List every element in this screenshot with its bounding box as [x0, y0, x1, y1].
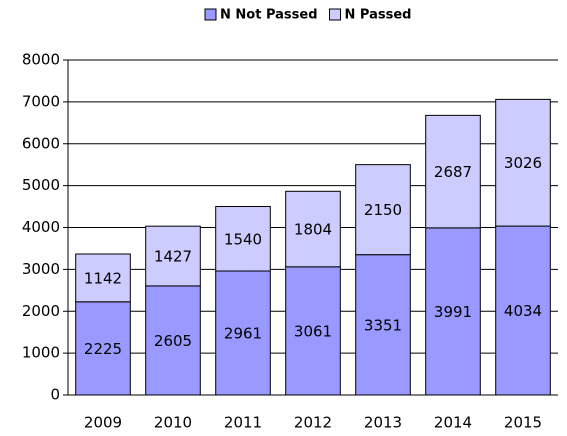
- y-tick-label: 2000: [22, 302, 60, 320]
- x-tick-label: 2009: [84, 414, 122, 432]
- bar-segment: [355, 164, 411, 256]
- y-tick-label: 5000: [22, 176, 60, 194]
- data-label: 3351: [364, 316, 402, 334]
- y-tick-label: 8000: [22, 51, 60, 69]
- legend-label: N Passed: [345, 8, 412, 23]
- data-label: 2605: [154, 332, 192, 350]
- bar-segment: [495, 98, 551, 227]
- bar-segment: [215, 270, 271, 396]
- data-label: 1142: [84, 269, 122, 287]
- bar-segment: [285, 266, 341, 396]
- bar-segment: [145, 285, 201, 396]
- y-tick-label: 4000: [22, 218, 60, 236]
- y-tick-label: 6000: [22, 134, 60, 152]
- data-label: 2961: [224, 325, 262, 343]
- legend-swatch: [204, 8, 217, 21]
- y-tick-label: 0: [50, 386, 60, 404]
- bar-segment: [425, 227, 481, 396]
- bar-segment: [285, 190, 341, 268]
- data-label: 3026: [504, 154, 542, 172]
- y-tick-label: 7000: [22, 92, 60, 110]
- legend-swatch: [329, 8, 342, 21]
- x-tick-label: 2014: [434, 414, 472, 432]
- bar-segment: [215, 206, 271, 272]
- x-tick-label: 2013: [364, 414, 402, 432]
- bar-segment: [425, 114, 481, 229]
- x-tick-label: 2011: [224, 414, 262, 432]
- data-label: 2687: [434, 163, 472, 181]
- bar-segment: [495, 225, 551, 396]
- data-label: 2225: [84, 340, 122, 358]
- data-label: 3991: [434, 303, 472, 321]
- x-tick-label: 2010: [154, 414, 192, 432]
- data-label: 1804: [294, 221, 332, 239]
- bar-segment: [355, 254, 411, 396]
- data-label: 3061: [294, 322, 332, 340]
- data-label: 2150: [364, 201, 402, 219]
- y-tick-label: 1000: [22, 344, 60, 362]
- bar-segment: [145, 225, 201, 287]
- y-tick-label: 3000: [22, 260, 60, 278]
- bar-segment: [75, 253, 131, 303]
- legend-label: N Not Passed: [220, 8, 318, 23]
- data-label: 4034: [504, 302, 542, 320]
- data-label: 1540: [224, 230, 262, 248]
- data-label: 1427: [154, 248, 192, 266]
- x-tick-label: 2012: [294, 414, 332, 432]
- x-tick-label: 2015: [504, 414, 542, 432]
